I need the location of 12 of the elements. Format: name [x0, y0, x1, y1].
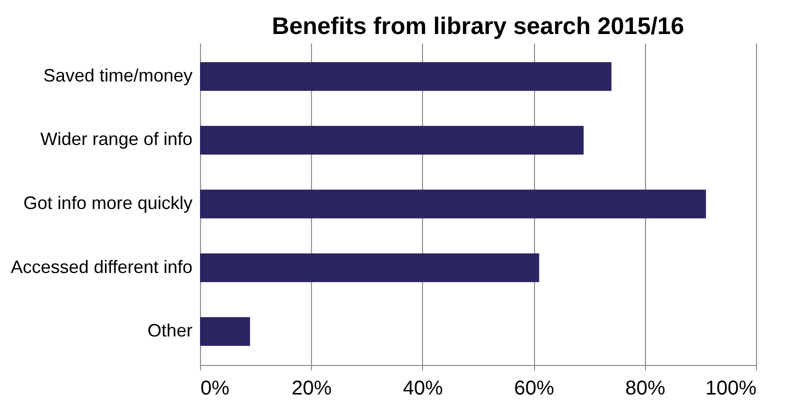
y-tick-label: Wider range of info: [40, 129, 192, 150]
y-tick-label: Saved time/money: [43, 65, 192, 86]
y-tick-label: Accessed different info: [10, 256, 192, 277]
x-tick-label: 0%: [200, 378, 230, 400]
x-tick-label: 100%: [705, 378, 757, 400]
x-tick-label: 40%: [402, 378, 444, 400]
x-tick-label: 20%: [292, 378, 332, 400]
y-tick-label: Other: [147, 320, 192, 341]
chart-title: Benefits from library search 2015/16: [272, 13, 684, 40]
x-tick-label: 80%: [625, 378, 666, 400]
y-tick-label: Got info more quickly: [23, 193, 192, 213]
x-tick-label: 60%: [514, 378, 554, 400]
